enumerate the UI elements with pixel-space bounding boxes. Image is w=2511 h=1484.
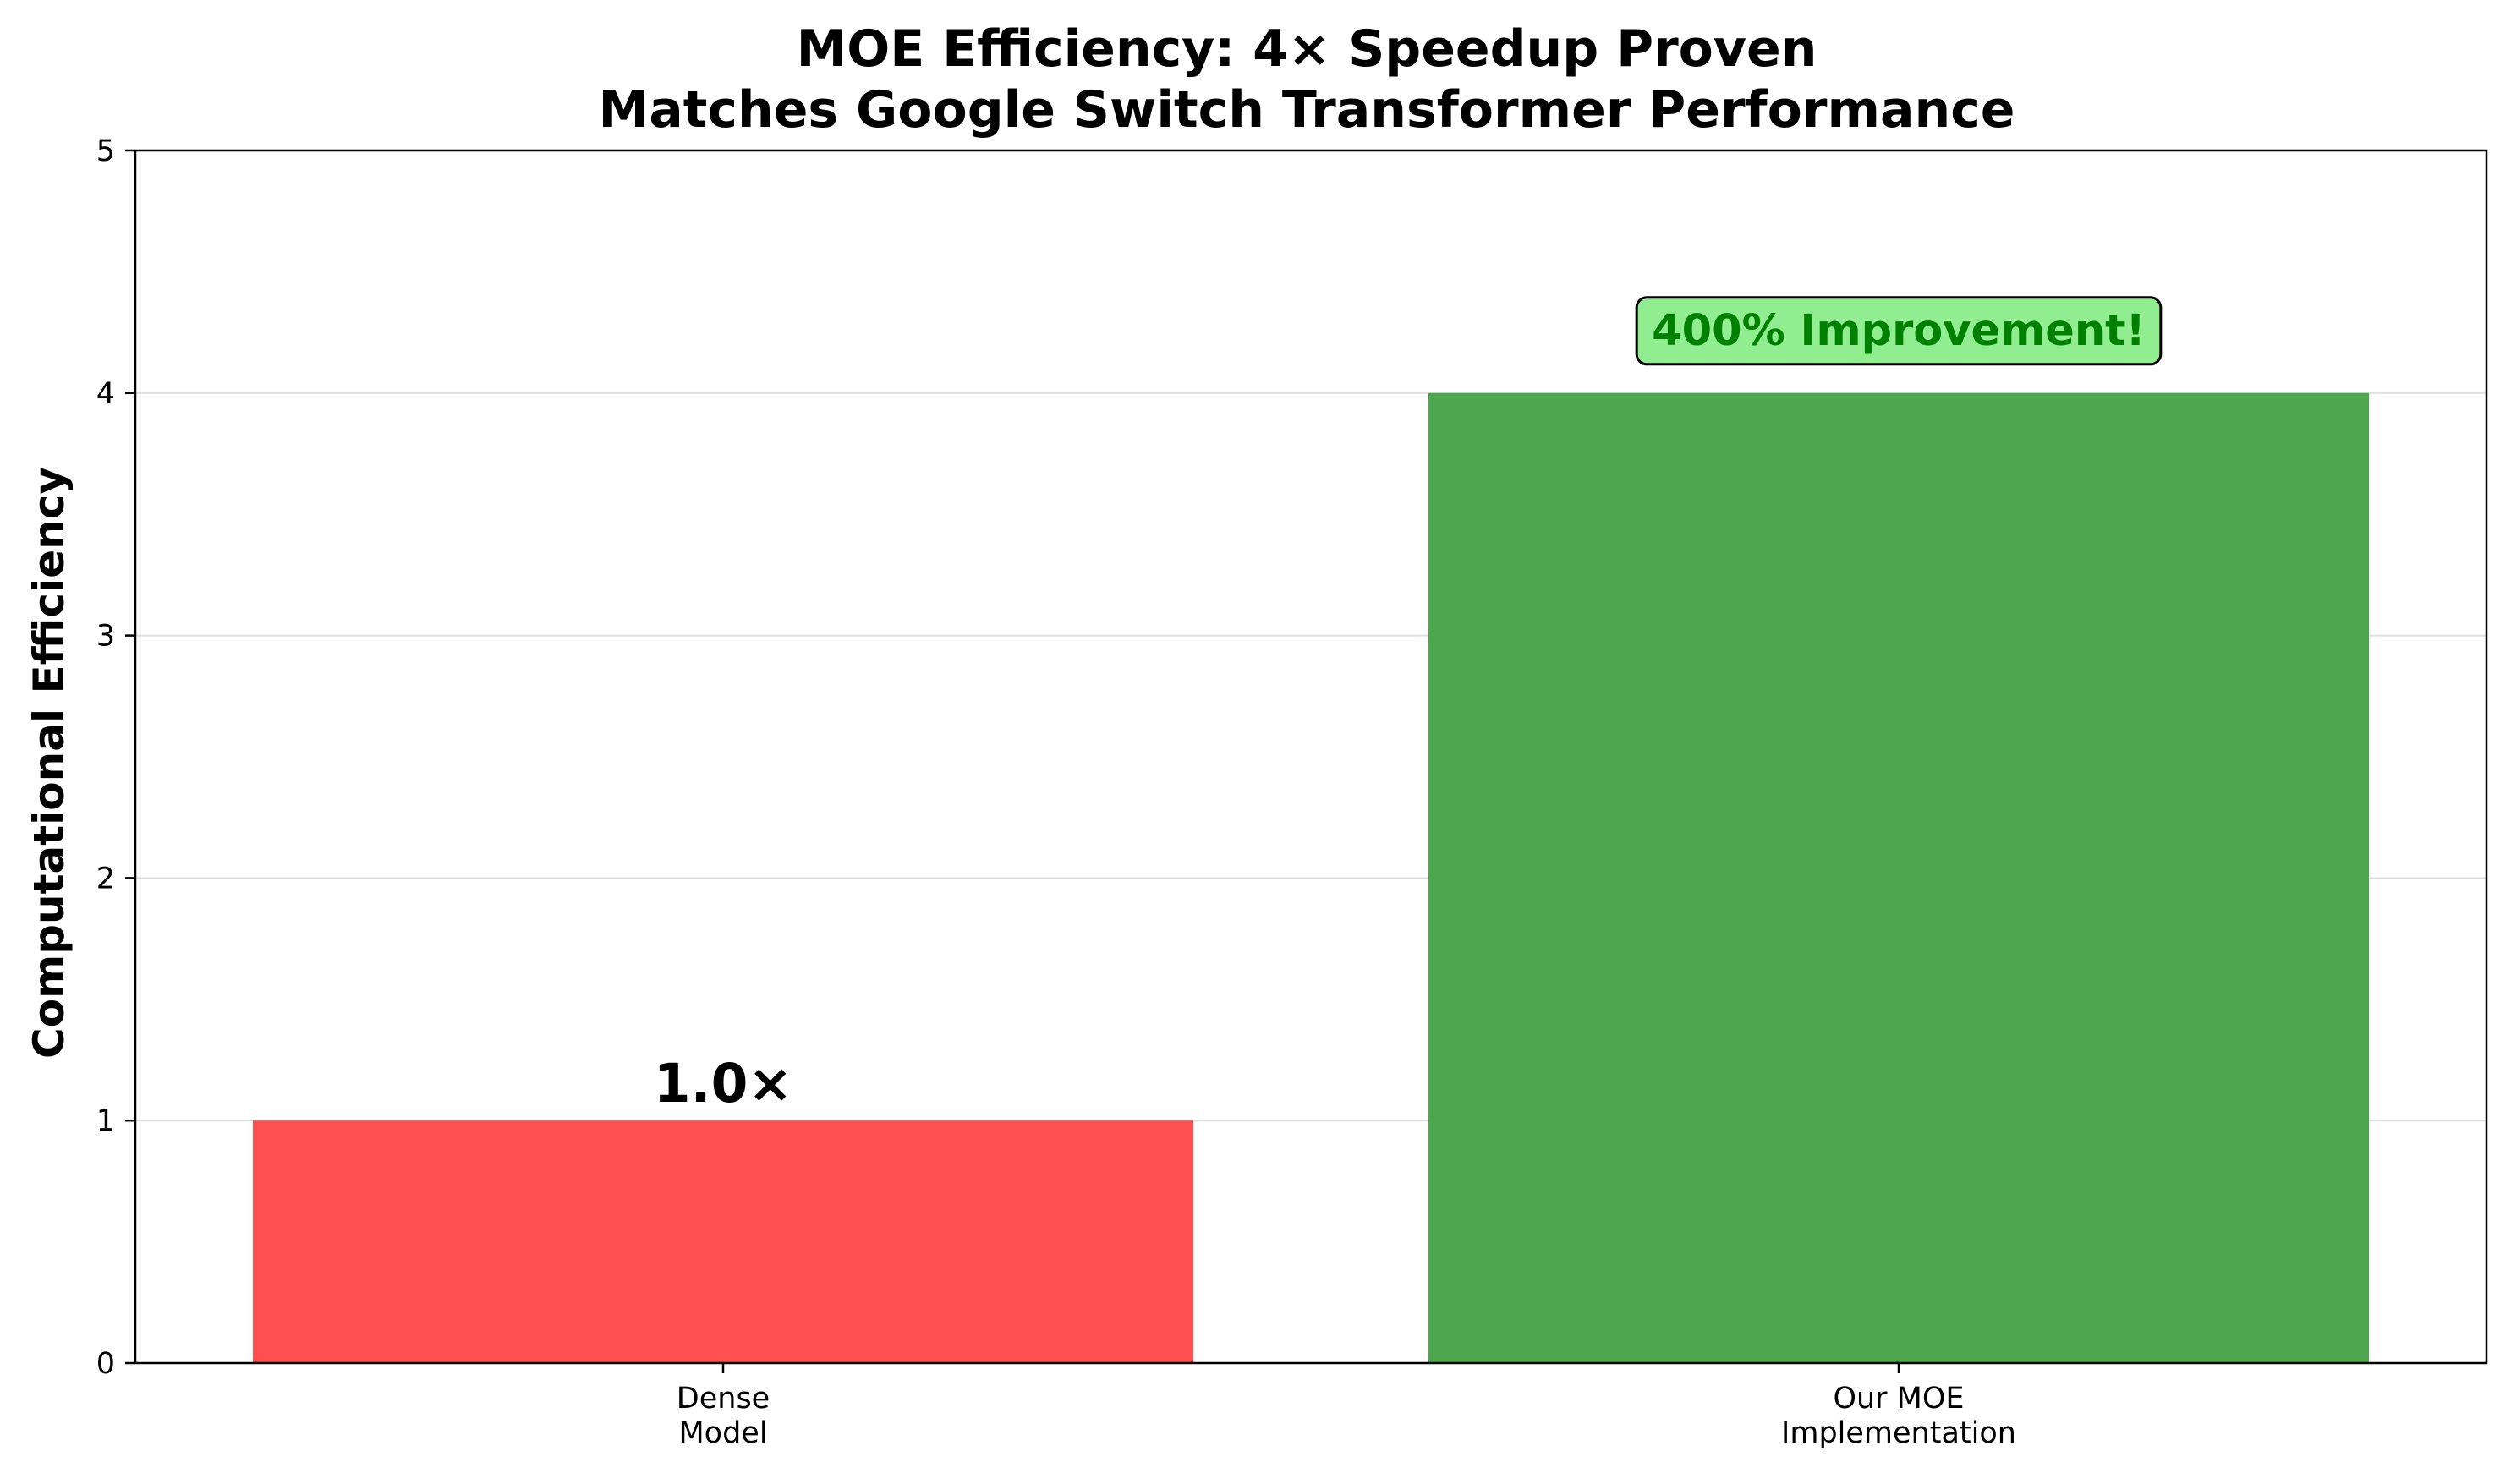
y-tick-label: 2 xyxy=(96,862,115,895)
data-labels: 1.0× xyxy=(654,1053,792,1114)
annotation-box xyxy=(1635,296,2163,366)
chart-title: MOE Efficiency: 4× Speedup Proven xyxy=(797,19,1817,79)
x-tick-label: Implementation xyxy=(1781,1416,2016,1450)
bar-value-label: 1.0× xyxy=(654,1053,792,1114)
y-tick-label: 4 xyxy=(96,377,115,411)
y-tick-label: 3 xyxy=(96,620,115,654)
x-tick-label: Model xyxy=(678,1416,767,1450)
x-tick-label: Our MOE xyxy=(1833,1382,1964,1416)
y-tick-label: 0 xyxy=(96,1347,115,1381)
annotation-text: 400% Improvement! xyxy=(1652,306,2146,356)
bars xyxy=(253,392,2369,1363)
y-axis-ticks: 0 1 2 3 4 5 xyxy=(96,134,135,1381)
plot-area-frame xyxy=(134,149,2488,1365)
y-axis-label: Computational Efficiency xyxy=(25,467,74,1059)
y-tick-label: 5 xyxy=(96,134,115,168)
y-tick-label: 1 xyxy=(96,1104,115,1138)
x-tick-label: Dense xyxy=(677,1382,770,1416)
chart-subtitle: Matches Google Switch Transformer Perfor… xyxy=(599,80,2015,140)
annotation: 400% Improvement! xyxy=(1635,296,2163,366)
bar xyxy=(253,1120,1193,1363)
bar xyxy=(1428,392,2369,1363)
